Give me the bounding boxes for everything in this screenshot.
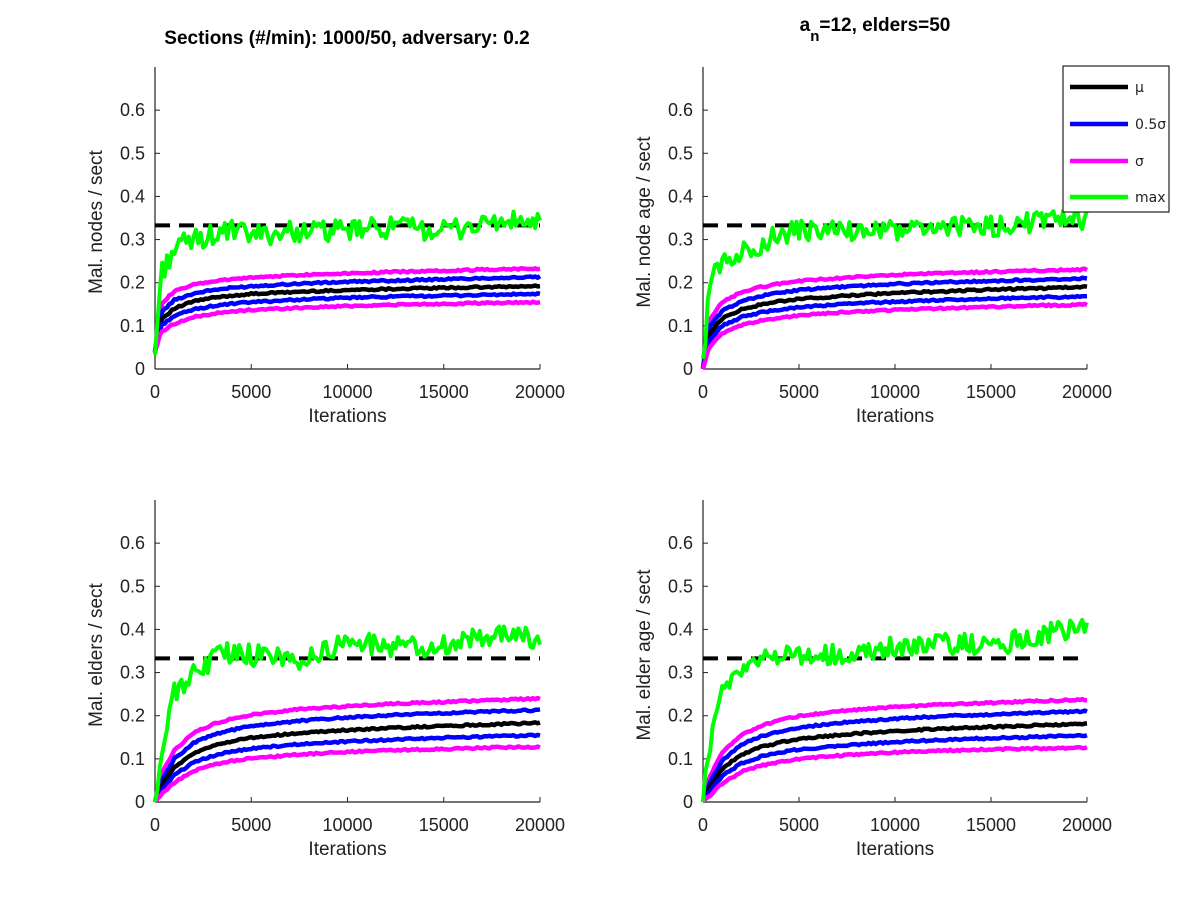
x-tick-label: 0 [698,815,708,835]
y-tick-label: 0.3 [120,663,145,683]
panel-bottom-left: 0 0.1 0.2 0.3 0.4 0.5 0.6 0 5000 10000 15000 20000 I… [86,500,565,860]
x-tick-label: 15000 [966,382,1016,402]
x-tick-label: 20000 [515,815,565,835]
title-right-main: a [800,15,811,36]
series-line-mu [700,284,1088,369]
x-tick-label: 15000 [419,382,469,402]
title-right-subscript: n [810,28,819,45]
series-line-sigma-lower [153,744,541,804]
figure-title-right: an=12, elders=50 [800,15,951,45]
y-tick-label: 0.1 [120,749,145,769]
y-tick-label: 0.5 [668,576,693,596]
series-line-half-sigma-upper [700,275,1088,370]
y-tick-label: 0.5 [120,576,145,596]
legend-label-mu: μ [1135,80,1144,96]
y-tick-label: 0 [135,792,145,812]
x-tick-label: 5000 [231,815,271,835]
panel-top-left: 0 0.1 0.2 0.3 0.4 0.5 0.6 0 5000 10000 15000 20000 I… [86,67,565,427]
x-tick-label: 0 [150,382,160,402]
y-tick-label: 0.3 [668,663,693,683]
x-tick-label: 20000 [515,382,565,402]
y-tick-label: 0.5 [668,143,693,163]
y-tick-label: 0.6 [668,533,693,553]
series-line-half-sigma-lower [153,732,541,804]
y-tick-label: 0.6 [120,100,145,120]
y-tick-label: 0.4 [120,619,145,639]
series-line-sigma-lower [700,301,1088,370]
y-axis-label: Mal. elders / sect [86,582,107,726]
series-line-max [153,209,542,355]
x-tick-label: 0 [150,815,160,835]
series-line-sigma-upper [700,266,1089,369]
legend-label-half-sigma: 0.5σ [1135,117,1166,133]
y-tick-label: 0.6 [120,533,145,553]
y-tick-label: 0.3 [120,230,145,250]
x-tick-label: 10000 [870,815,920,835]
title-right-rest: =12, elders=50 [819,15,950,36]
y-tick-label: 0.2 [668,706,693,726]
x-tick-label: 20000 [1062,815,1112,835]
y-axis-label: Mal. elder age / sect [634,569,655,741]
x-tick-label: 10000 [322,382,372,402]
x-tick-label: 15000 [419,815,469,835]
panel-top-right: 0 0.1 0.2 0.3 0.4 0.5 0.6 0 5000 10000 15000 20000 I… [634,67,1112,427]
x-axis-label: Iterations [308,406,386,427]
series-line-sigma-upper [152,695,541,803]
panel-bottom-right: 0 0.1 0.2 0.3 0.4 0.5 0.6 0 5000 10000 15000 20000 I… [634,500,1112,860]
x-tick-label: 20000 [1062,382,1112,402]
y-tick-label: 0 [683,359,693,379]
series-line-half-sigma-upper [152,274,542,352]
series-line-half-sigma-upper [700,708,1088,803]
series-line-half-sigma-lower [700,293,1088,369]
series-line-mu [152,720,541,803]
x-tick-label: 15000 [966,815,1016,835]
y-tick-label: 0.1 [120,316,145,336]
y-tick-label: 0 [135,359,145,379]
series-line-sigma-upper [700,696,1087,803]
legend-box [1062,65,1170,213]
legend-label-max: max [1135,190,1166,206]
y-tick-label: 0.1 [668,749,693,769]
x-tick-label: 5000 [231,382,271,402]
y-tick-label: 0.1 [668,316,693,336]
x-tick-label: 5000 [779,382,819,402]
y-tick-label: 0.3 [668,230,693,250]
y-tick-label: 0 [683,792,693,812]
series-line-sigma-lower [152,299,541,353]
x-tick-label: 10000 [870,382,920,402]
y-tick-label: 0.2 [120,706,145,726]
x-tick-label: 5000 [779,815,819,835]
x-axis-label: Iterations [308,839,386,860]
series-line-half-sigma-lower [701,733,1088,803]
series-line-sigma-upper [152,265,541,353]
y-tick-label: 0.6 [668,100,693,120]
y-tick-label: 0.2 [668,273,693,293]
series-line-mu [152,283,541,353]
y-axis-label: Mal. nodes / sect [86,149,107,293]
y-tick-label: 0.2 [120,273,145,293]
series-line-mu [701,721,1088,803]
x-axis-label: Iterations [856,406,934,427]
y-axis-label: Mal. node age / sect [634,136,655,308]
series-line-half-sigma-lower [152,291,541,353]
y-tick-label: 0.4 [668,186,693,206]
series-line-half-sigma-upper [152,707,541,803]
x-tick-label: 0 [698,382,708,402]
y-tick-label: 0.4 [120,186,145,206]
series-line-max [153,624,542,803]
x-axis-label: Iterations [856,839,934,860]
legend: μ 0.5σ σ max [1062,65,1170,213]
x-tick-label: 10000 [322,815,372,835]
figure-title-left: Sections (#/min): 1000/50, adversary: 0.… [164,28,529,49]
series-line-max [701,617,1089,803]
y-tick-label: 0.5 [120,143,145,163]
legend-label-sigma: σ [1135,154,1144,170]
y-tick-label: 0.4 [668,619,693,639]
series-line-sigma-lower [701,744,1088,803]
series-line-max [701,208,1089,360]
